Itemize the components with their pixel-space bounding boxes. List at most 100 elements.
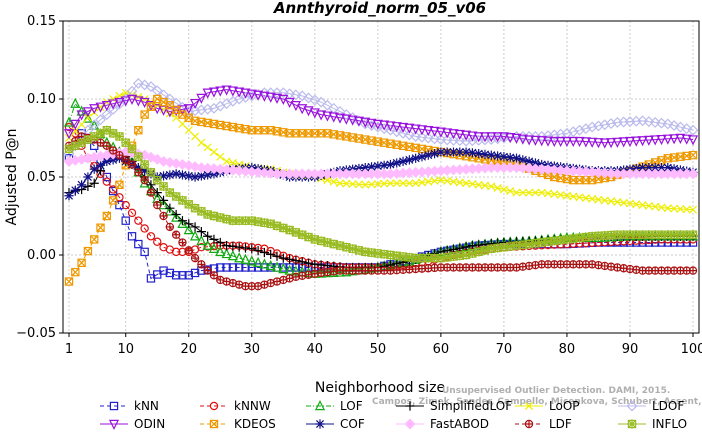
data-point (505, 241, 515, 252)
data-point (102, 156, 112, 166)
data-point (593, 138, 604, 149)
data-point (70, 185, 80, 195)
data-point (279, 276, 287, 284)
data-point (240, 91, 251, 103)
legend-marker (404, 418, 416, 430)
data-point (467, 131, 478, 142)
data-point (253, 125, 263, 135)
data-point (221, 248, 232, 259)
data-point (215, 237, 225, 248)
data-point (146, 232, 156, 241)
data-point (386, 139, 395, 148)
data-point (209, 234, 219, 244)
data-point (397, 127, 409, 139)
data-point (273, 277, 281, 286)
data-point (461, 250, 471, 260)
data-point (77, 258, 86, 268)
data-point (499, 152, 509, 162)
data-point (587, 137, 598, 148)
legend-marker (627, 419, 637, 429)
data-point (436, 253, 446, 263)
data-point (403, 129, 415, 141)
data-point (612, 230, 622, 240)
data-point (689, 267, 697, 275)
data-point (348, 133, 357, 142)
data-point (392, 179, 401, 188)
data-point (221, 241, 232, 251)
data-point (204, 267, 212, 275)
data-point (90, 235, 99, 244)
data-point (367, 180, 376, 189)
data-point (121, 216, 130, 225)
data-point (140, 110, 149, 119)
data-point (127, 208, 137, 218)
data-point (183, 104, 194, 115)
data-point (512, 188, 521, 197)
data-point (361, 135, 370, 144)
data-point (227, 250, 238, 261)
data-point (304, 129, 313, 138)
data-point (209, 119, 219, 129)
x-axis: 1 10 20 30 40 50 60 70 80 90 100 (65, 333, 702, 357)
data-point (171, 211, 182, 222)
data-point (134, 168, 142, 176)
x-tick-label: 40 (307, 342, 324, 357)
data-point (64, 144, 74, 154)
data-point (222, 121, 231, 131)
data-point (329, 130, 338, 139)
data-point (385, 121, 396, 132)
data-point (631, 163, 641, 174)
data-point (650, 163, 660, 173)
data-point (115, 200, 124, 210)
data-point (530, 158, 541, 168)
data-point (416, 125, 428, 136)
data-point (115, 151, 124, 159)
data-point (467, 248, 477, 259)
data-point (228, 158, 237, 167)
data-point (83, 181, 93, 191)
data-point (599, 119, 611, 131)
data-point (417, 253, 427, 263)
data-point (429, 133, 441, 145)
data-point (227, 86, 238, 97)
data-point (140, 159, 150, 170)
x-tick-label: 30 (244, 342, 261, 357)
data-point (316, 129, 326, 138)
data-point (185, 246, 193, 254)
data-point (70, 119, 81, 130)
data-point (663, 230, 673, 240)
data-point (600, 230, 610, 241)
x-axis-label: Neighborhood size (315, 380, 445, 396)
data-point (265, 92, 276, 103)
data-point (234, 263, 244, 272)
data-point (511, 153, 522, 163)
data-point (309, 94, 321, 106)
data-point (536, 136, 547, 147)
data-point (405, 142, 414, 152)
data-point (518, 188, 527, 197)
legend-label: INFLO (652, 417, 687, 431)
data-point (315, 96, 327, 108)
data-point (499, 185, 508, 194)
data-point (253, 217, 263, 227)
data-point (524, 135, 535, 146)
data-point (487, 182, 496, 191)
data-point (171, 191, 181, 202)
data-point (216, 152, 225, 161)
data-point (296, 90, 308, 102)
data-point (203, 118, 212, 128)
data-point (681, 123, 693, 135)
data-point (164, 93, 176, 105)
data-point (89, 131, 99, 142)
data-point (637, 230, 648, 240)
data-point (322, 111, 333, 122)
series-points-odin (63, 85, 699, 149)
data-point (379, 249, 389, 259)
data-point (71, 267, 80, 277)
data-point (216, 120, 225, 130)
data-point (145, 81, 157, 92)
data-point (190, 116, 200, 126)
legend-item-ldf: LDF (515, 417, 572, 431)
data-point (210, 271, 218, 279)
data-point (341, 114, 352, 125)
